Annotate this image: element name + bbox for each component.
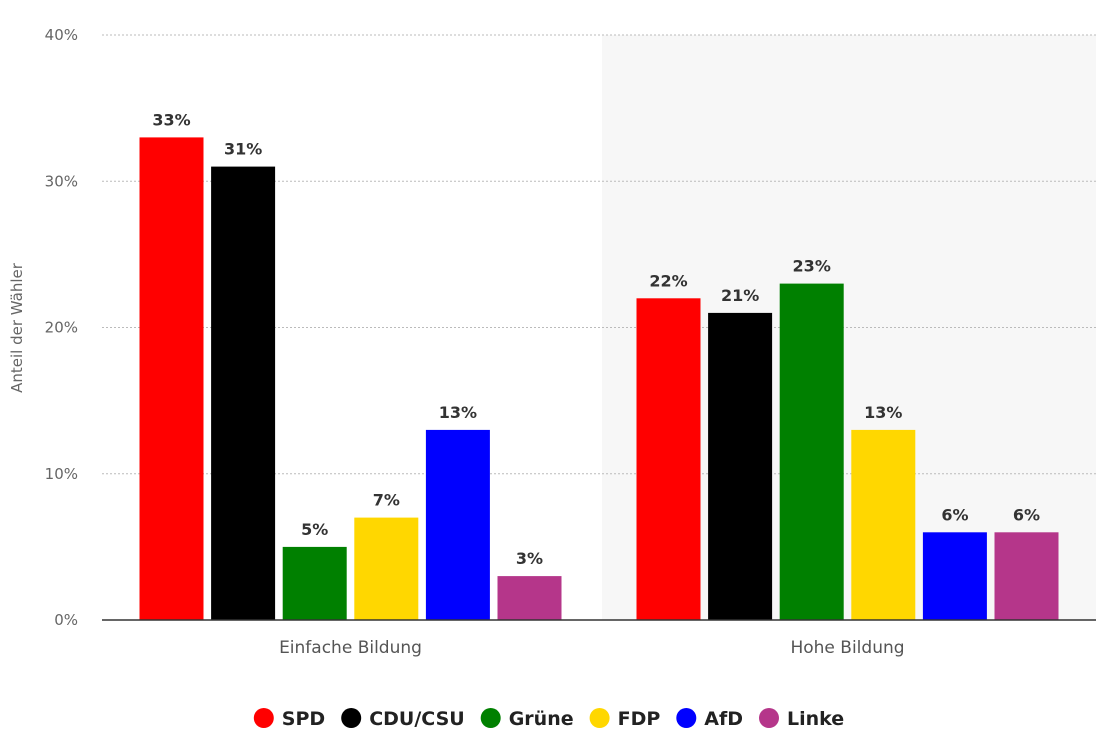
bar-linke-1[interactable] xyxy=(994,532,1059,621)
y-axis-ticks: 0% 10% 20% 30% 40% xyxy=(45,26,78,629)
y-tick-label: 20% xyxy=(45,319,78,337)
bar-cdu-csu-1[interactable] xyxy=(708,312,773,620)
bar-linke-0[interactable] xyxy=(497,576,562,620)
data-label: 5% xyxy=(301,520,328,539)
data-label: 33% xyxy=(152,110,190,129)
legend-item-linke[interactable]: Linke xyxy=(759,708,844,730)
bars xyxy=(139,137,1059,621)
data-label: 3% xyxy=(516,549,543,568)
legend: SPD CDU/CSU Grüne FDP AfD Linke xyxy=(253,708,844,730)
y-tick-label: 30% xyxy=(45,172,78,190)
y-axis-title: Anteil der Wähler xyxy=(8,262,26,393)
bar-spd-0[interactable] xyxy=(139,137,204,620)
legend-item-afd[interactable]: AfD xyxy=(676,708,743,730)
x-category-label: Hohe Bildung xyxy=(790,638,904,658)
y-tick-label: 10% xyxy=(45,465,78,483)
data-label: 13% xyxy=(864,403,902,422)
bar-cdu-csu-0[interactable] xyxy=(211,166,276,620)
bar-spd-1[interactable] xyxy=(636,298,701,621)
legend-label: AfD xyxy=(704,708,743,730)
legend-item-fdp[interactable]: FDP xyxy=(589,708,661,730)
x-axis-categories: Einfache Bildung Hohe Bildung xyxy=(279,638,904,658)
legend-label: Grüne xyxy=(509,708,574,730)
y-tick-label: 0% xyxy=(54,611,78,629)
legend-swatch xyxy=(341,708,362,728)
data-label: 31% xyxy=(224,140,262,159)
legend-label: SPD xyxy=(282,708,325,730)
legend-swatch xyxy=(480,708,501,728)
y-tick-label: 40% xyxy=(45,26,78,44)
legend-label: FDP xyxy=(618,708,661,730)
data-label: 22% xyxy=(649,271,687,290)
data-label: 7% xyxy=(373,491,400,510)
legend-swatch xyxy=(589,708,610,728)
data-label: 13% xyxy=(439,403,477,422)
legend-item-spd[interactable]: SPD xyxy=(253,708,325,730)
bar-gr-ne-0[interactable] xyxy=(282,546,347,620)
data-label: 6% xyxy=(941,505,968,524)
legend-label: CDU/CSU xyxy=(369,708,465,730)
bar-gr-ne-1[interactable] xyxy=(779,283,844,620)
bar-afd-0[interactable] xyxy=(425,429,490,620)
data-label: 6% xyxy=(1013,505,1040,524)
legend-swatch xyxy=(759,708,779,728)
data-label: 21% xyxy=(721,286,759,305)
bar-afd-1[interactable] xyxy=(922,532,987,621)
legend-swatch xyxy=(253,708,274,728)
legend-swatch xyxy=(676,708,697,728)
legend-item-cdu-csu[interactable]: CDU/CSU xyxy=(341,708,465,730)
data-label: 23% xyxy=(793,257,831,276)
bar-fdp-0[interactable] xyxy=(354,517,419,620)
legend-item-gr-ne[interactable]: Grüne xyxy=(480,708,574,730)
x-category-label: Einfache Bildung xyxy=(279,638,422,658)
data-labels: 33% 31% 5% 7% 13% 3% 22% 21% 23% 13% 6% 6% xyxy=(152,110,1040,568)
bar-fdp-1[interactable] xyxy=(851,429,916,620)
legend-label: Linke xyxy=(787,708,844,730)
